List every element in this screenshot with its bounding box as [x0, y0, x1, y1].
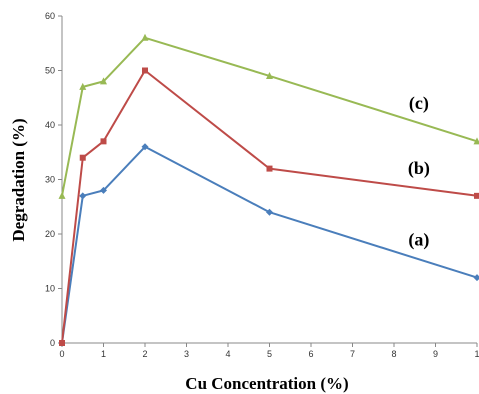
y-tick-label: 10: [45, 284, 55, 294]
data-point: [79, 82, 87, 90]
data-point: [266, 208, 273, 216]
data-point: [141, 143, 149, 151]
series-label: (a): [408, 229, 429, 250]
x-tick-label: 1: [101, 349, 106, 359]
data-point: [141, 33, 149, 41]
data-point: [79, 154, 86, 161]
data-point: [474, 192, 479, 199]
plot-axes: [61, 16, 477, 344]
y-axis-ticks: 0 10 20 30 40 50 60: [45, 11, 62, 348]
data-point: [266, 71, 273, 79]
y-tick-label: 50: [45, 66, 55, 76]
data-point: [100, 77, 107, 85]
x-tick-label: 6: [308, 349, 313, 359]
x-tick-label: 1: [474, 349, 479, 359]
x-tick-label: 4: [225, 349, 230, 359]
x-tick-label: 5: [267, 349, 272, 359]
x-tick-label: 3: [184, 349, 189, 359]
data-point: [58, 191, 66, 199]
series-line: [61, 145, 478, 344]
series-line: [61, 69, 478, 344]
x-axis-title: Cu Concentration (%): [185, 374, 348, 393]
series-label: (b): [408, 158, 430, 179]
y-axis-title: Degradation (%): [9, 118, 28, 241]
y-tick-label: 0: [50, 338, 55, 348]
series-3: [58, 33, 479, 199]
x-tick-label: 8: [391, 349, 396, 359]
data-point: [100, 138, 107, 145]
series-label: (c): [409, 93, 429, 114]
x-tick-label: 2: [142, 349, 147, 359]
series-2: [59, 67, 479, 346]
data-point: [266, 165, 273, 172]
y-tick-label: 40: [45, 120, 55, 130]
y-tick-label: 30: [45, 175, 55, 185]
data-point: [473, 137, 479, 145]
x-tick-label: 0: [59, 349, 64, 359]
x-axis-ticks: 0 1 2 3 4 5 6 7 8 9 1: [59, 343, 479, 359]
y-tick-label: 20: [45, 229, 55, 239]
x-tick-label: 9: [433, 349, 438, 359]
data-point: [100, 186, 107, 194]
y-tick-label: 60: [45, 11, 55, 21]
x-tick-label: 7: [350, 349, 355, 359]
data-point: [59, 340, 65, 346]
data-point: [79, 192, 87, 200]
data-point: [473, 274, 479, 282]
data-point: [142, 67, 148, 74]
series-labels: (a) (b) (c): [408, 93, 430, 250]
series-line: [61, 36, 478, 196]
series-group: [58, 33, 479, 347]
